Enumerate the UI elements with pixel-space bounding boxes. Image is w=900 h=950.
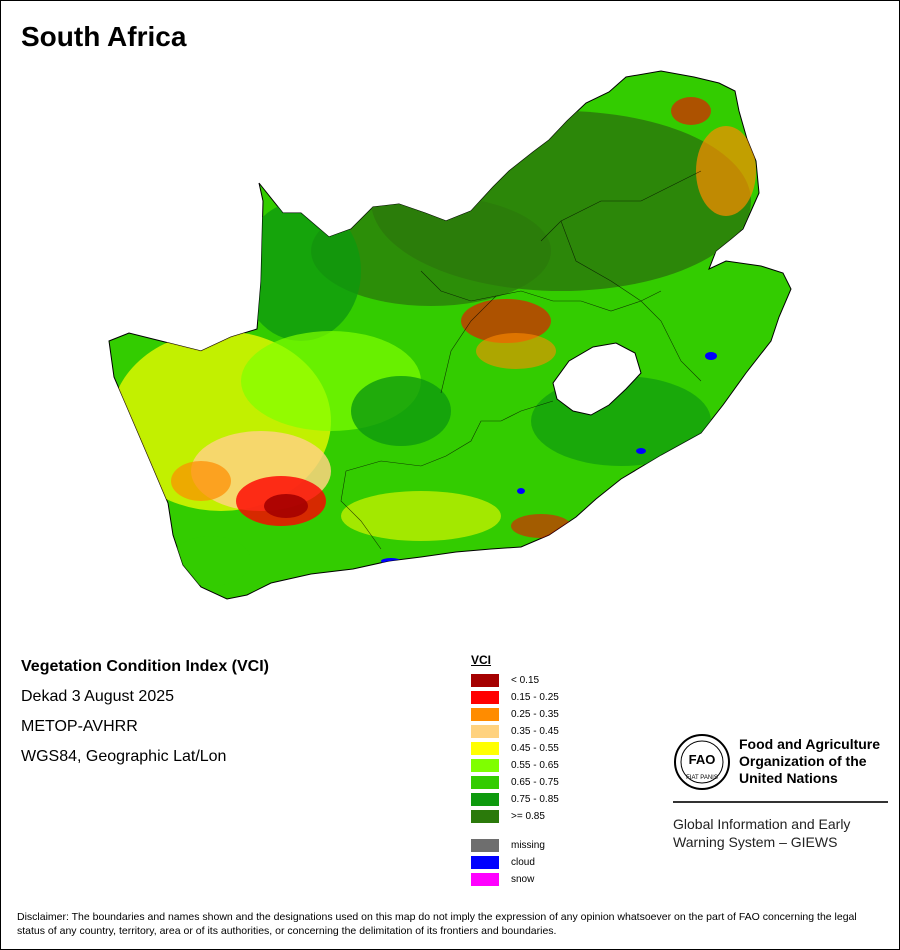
legend-class-row: >= 0.85 xyxy=(471,808,559,825)
legend-class-label: 0.35 - 0.45 xyxy=(511,726,559,737)
legend-class-swatch xyxy=(471,776,499,789)
fao-logo: FAO FIAT PANIS xyxy=(674,734,730,790)
projection-label: WGS84, Geographic Lat/Lon xyxy=(21,748,227,765)
vci-map xyxy=(108,70,792,600)
index-title: Vegetation Condition Index (VCI) xyxy=(21,658,269,675)
vci-legend: VCI < 0.15 0.15 - 0.25 0.25 - 0.35 0.35 - 0… xyxy=(471,653,559,888)
legend-class-row: 0.75 - 0.85 xyxy=(471,791,559,808)
fao-name-line-2: Organization of the xyxy=(739,753,867,769)
legend-class-row: < 0.15 xyxy=(471,672,559,689)
zone-karoo-darkred xyxy=(264,494,308,518)
legend-extra-label: snow xyxy=(511,874,535,885)
zone-south-coast-yellow xyxy=(341,491,501,541)
legend-class-label: 0.55 - 0.65 xyxy=(511,760,559,771)
legend-class-row: 0.45 - 0.55 xyxy=(471,740,559,757)
legend-class-label: 0.45 - 0.55 xyxy=(511,743,559,754)
cloud-patch-4 xyxy=(517,488,525,494)
fao-name-line-3: United Nations xyxy=(739,770,838,786)
cloud-patch-1 xyxy=(705,352,717,360)
map-title: South Africa xyxy=(21,21,187,52)
giews-line-2: Warning System – GIEWS xyxy=(673,834,838,850)
legend-class-swatch xyxy=(471,725,499,738)
fao-logo-letters: FAO xyxy=(689,752,716,767)
legend-class-row: 0.55 - 0.65 xyxy=(471,757,559,774)
legend-class-swatch xyxy=(471,691,499,704)
legend-extra-label: cloud xyxy=(511,857,535,868)
zone-northern-cape-north xyxy=(241,201,361,341)
legend-class-row: 0.35 - 0.45 xyxy=(471,723,559,740)
giews-line-1: Global Information and Early xyxy=(673,816,851,832)
legend-class-label: < 0.15 xyxy=(511,675,540,686)
fao-logo-motto: FIAT PANIS xyxy=(686,775,718,781)
disclaimer: Disclaimer: The boundaries and names sho… xyxy=(17,911,857,937)
map-info: Vegetation Condition Index (VCI) Dekad 3… xyxy=(21,657,269,777)
legend-class-swatch xyxy=(471,810,499,823)
legend-extra-swatch xyxy=(471,839,499,852)
legend-extra-row: missing xyxy=(471,837,559,854)
legend-classes: < 0.15 0.15 - 0.25 0.25 - 0.35 0.35 - 0.45 0… xyxy=(471,672,559,825)
zone-southwest-green xyxy=(171,536,251,586)
legend-class-swatch xyxy=(471,742,499,755)
legend-class-label: 0.25 - 0.35 xyxy=(511,709,559,720)
period-label: Dekad 3 August 2025 xyxy=(21,688,175,705)
zone-mpumalanga-red xyxy=(696,126,756,216)
cloud-patch-2 xyxy=(636,448,646,454)
legend-class-row: 0.15 - 0.25 xyxy=(471,689,559,706)
legend-title: VCI xyxy=(471,653,492,667)
legend-class-row: 0.25 - 0.35 xyxy=(471,706,559,723)
legend-class-label: 0.75 - 0.85 xyxy=(511,794,559,805)
legend-extras: missing cloud snow xyxy=(471,837,559,888)
fao-divider xyxy=(673,801,888,803)
province-boundaries xyxy=(340,170,702,550)
zone-north-central xyxy=(311,196,551,306)
legend-class-swatch xyxy=(471,793,499,806)
zone-free-state-red xyxy=(461,299,551,343)
legend-class-swatch xyxy=(471,708,499,721)
fao-name-line-1: Food and Agriculture xyxy=(739,736,881,752)
legend-extra-row: cloud xyxy=(471,854,559,871)
giews-label: Global Information and Early Warning Sys… xyxy=(673,815,893,851)
legend-extra-row: snow xyxy=(471,871,559,888)
legend-class-label: 0.65 - 0.75 xyxy=(511,777,559,788)
zone-north-red xyxy=(671,97,711,125)
legend-class-row: 0.65 - 0.75 xyxy=(471,774,559,791)
legend-class-label: >= 0.85 xyxy=(511,811,545,822)
lesotho-mask xyxy=(552,342,642,416)
legend-extra-label: missing xyxy=(511,840,545,851)
zone-northwest-orange xyxy=(171,461,231,501)
zone-central-green xyxy=(351,376,451,446)
legend-extra-swatch xyxy=(471,873,499,886)
fao-name: Food and Agriculture Organization of the… xyxy=(739,736,899,787)
zone-south-coast-red xyxy=(511,514,571,538)
zone-free-state-orange xyxy=(476,333,556,369)
legend-class-swatch xyxy=(471,759,499,772)
legend-extra-swatch xyxy=(471,856,499,869)
legend-class-swatch xyxy=(471,674,499,687)
sensor-label: METOP-AVHRR xyxy=(21,718,138,735)
legend-class-label: 0.15 - 0.25 xyxy=(511,692,559,703)
